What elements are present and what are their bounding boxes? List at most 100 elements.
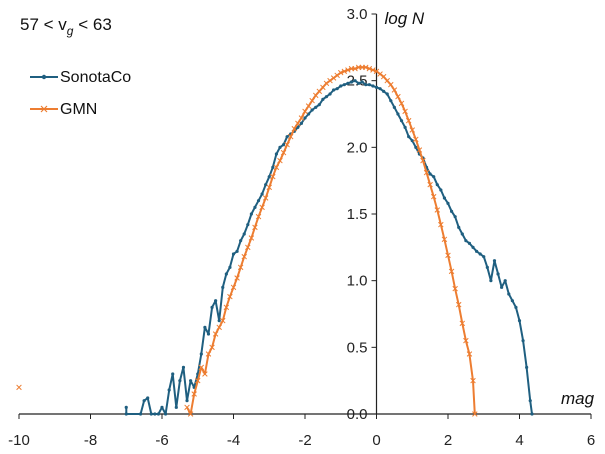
legend-label-sonotaco: SonotaCo bbox=[60, 69, 131, 86]
point-sonotaco bbox=[428, 172, 432, 176]
point-sonotaco bbox=[153, 412, 157, 416]
point-sonotaco bbox=[507, 292, 511, 296]
point-gmn bbox=[434, 207, 441, 213]
point-sonotaco bbox=[449, 209, 454, 213]
point-gmn bbox=[334, 72, 340, 79]
point-sonotaco bbox=[496, 272, 500, 276]
legend-label-gmn: GMN bbox=[60, 101, 97, 118]
y-tick-label: 0.5 bbox=[347, 339, 368, 356]
point-gmn bbox=[409, 127, 416, 133]
point-gmn bbox=[295, 120, 301, 127]
point-gmn bbox=[363, 64, 369, 71]
point-gmn bbox=[427, 181, 433, 188]
point-sonotaco bbox=[246, 223, 250, 227]
y-tick-label: 2.0 bbox=[347, 139, 368, 156]
point-gmn bbox=[305, 103, 312, 109]
point-gmn bbox=[266, 184, 273, 191]
point-sonotaco bbox=[510, 299, 514, 303]
point-gmn bbox=[448, 268, 455, 275]
y-tick-label: 3.0 bbox=[347, 6, 368, 23]
point-gmn bbox=[227, 293, 233, 300]
point-sonotaco bbox=[485, 265, 489, 269]
series-layer bbox=[16, 64, 534, 417]
point-sonotaco bbox=[357, 81, 361, 85]
point-sonotaco bbox=[299, 121, 304, 125]
point-gmn bbox=[377, 71, 383, 77]
point-sonotaco bbox=[360, 80, 364, 84]
point-sonotaco bbox=[528, 399, 532, 403]
point-sonotaco bbox=[514, 305, 518, 309]
point-sonotaco bbox=[239, 239, 243, 243]
point-sonotaco bbox=[410, 139, 414, 143]
point-sonotaco bbox=[185, 399, 189, 403]
point-gmn bbox=[459, 320, 466, 327]
point-sonotaco bbox=[224, 272, 228, 276]
point-sonotaco bbox=[521, 339, 525, 343]
point-sonotaco bbox=[214, 299, 218, 303]
point-sonotaco bbox=[324, 95, 329, 99]
point-sonotaco bbox=[142, 399, 146, 403]
point-sonotaco bbox=[235, 249, 239, 253]
point-sonotaco bbox=[482, 255, 486, 259]
point-sonotaco bbox=[317, 103, 321, 107]
point-sonotaco bbox=[414, 145, 418, 149]
annotation-subscript: g bbox=[67, 24, 74, 38]
point-sonotaco bbox=[160, 405, 164, 409]
point-sonotaco bbox=[460, 232, 464, 236]
x-tick-label: -2 bbox=[298, 432, 311, 449]
point-gmn bbox=[237, 264, 244, 271]
point-gmn bbox=[309, 97, 315, 104]
point-sonotaco bbox=[453, 215, 457, 219]
point-gmn bbox=[341, 68, 348, 75]
point-sonotaco bbox=[339, 84, 343, 88]
point-gmn bbox=[191, 391, 197, 397]
point-gmn bbox=[212, 331, 219, 337]
x-tick-label: 0 bbox=[372, 432, 380, 449]
point-sonotaco bbox=[303, 116, 307, 120]
point-sonotaco bbox=[321, 97, 325, 101]
point-sonotaco bbox=[371, 84, 375, 88]
point-sonotaco bbox=[228, 265, 232, 269]
point-gmn bbox=[223, 304, 230, 311]
point-sonotaco bbox=[407, 135, 411, 139]
point-gmn bbox=[366, 65, 373, 72]
point-gmn bbox=[388, 81, 394, 88]
point-sonotaco bbox=[314, 105, 318, 109]
point-sonotaco bbox=[346, 81, 350, 85]
point-gmn bbox=[391, 87, 398, 93]
point-sonotaco bbox=[174, 405, 178, 409]
point-gmn bbox=[445, 252, 451, 259]
point-sonotaco bbox=[138, 412, 143, 416]
point-gmn bbox=[248, 235, 255, 241]
point-gmn bbox=[441, 236, 448, 243]
point-sonotaco bbox=[181, 365, 186, 369]
point-gmn bbox=[395, 93, 401, 100]
point-sonotaco bbox=[199, 352, 203, 356]
x-axis-label: mag bbox=[561, 389, 595, 408]
legend-entry-gmn: GMN bbox=[30, 101, 97, 118]
y-tick-label: 0.0 bbox=[347, 406, 368, 423]
point-gmn bbox=[470, 377, 476, 384]
point-sonotaco bbox=[124, 412, 128, 416]
point-sonotaco bbox=[525, 365, 529, 369]
point-sonotaco bbox=[285, 135, 289, 139]
x-tick-label: 4 bbox=[515, 432, 523, 449]
point-gmn bbox=[472, 411, 478, 417]
point-gmn bbox=[302, 108, 308, 115]
point-gmn bbox=[323, 80, 330, 87]
point-sonotaco bbox=[242, 232, 246, 236]
point-sonotaco bbox=[403, 125, 407, 129]
velocity-annotation: 57 < vg < 63 bbox=[20, 15, 112, 38]
point-gmn bbox=[209, 344, 215, 351]
point-sonotaco bbox=[478, 252, 482, 256]
point-gmn bbox=[463, 337, 469, 344]
point-gmn bbox=[220, 317, 226, 324]
x-tick-label: -4 bbox=[227, 432, 240, 449]
point-sonotaco bbox=[464, 239, 468, 243]
point-gmn bbox=[252, 224, 258, 231]
point-sonotaco bbox=[203, 325, 207, 329]
point-sonotaco bbox=[256, 199, 261, 203]
legend: SonotaCo GMN bbox=[30, 69, 131, 118]
y-axis-label: log N bbox=[385, 9, 425, 28]
